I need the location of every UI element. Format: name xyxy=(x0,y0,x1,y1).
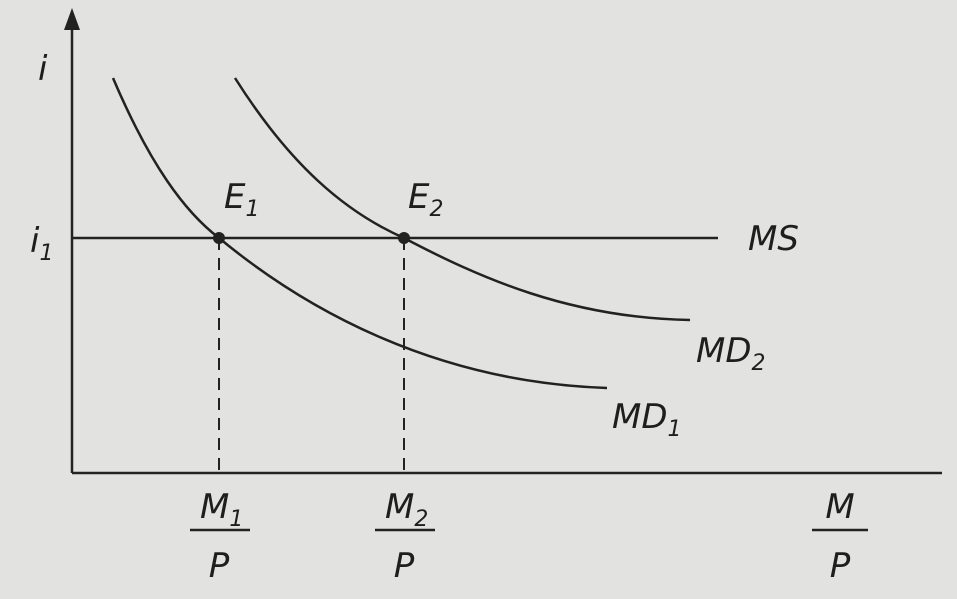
y-axis-label: i xyxy=(38,49,48,89)
quantity-numerator: M1 xyxy=(200,487,243,532)
level-label: i1 xyxy=(30,221,53,266)
point-sub: 2 xyxy=(429,197,443,222)
ms-label: MS xyxy=(748,219,799,259)
quantity-denominator: P xyxy=(209,546,230,586)
md-label: MD1 xyxy=(612,397,682,442)
md-sub: 2 xyxy=(752,351,766,376)
md-main: MD xyxy=(612,397,668,437)
e2-point xyxy=(398,232,410,244)
md1-curve xyxy=(111,77,608,390)
q-sub: 2 xyxy=(414,507,428,532)
quantity-denominator: P xyxy=(394,546,415,586)
x-axis-numerator: M xyxy=(825,487,854,527)
md-label: MD2 xyxy=(696,331,766,376)
q-main: M xyxy=(385,487,414,527)
point-label: E2 xyxy=(408,177,443,222)
md-main: MD xyxy=(696,331,752,371)
level-sub: 1 xyxy=(39,241,53,266)
e1-point xyxy=(213,232,225,244)
y-axis-arrow xyxy=(64,8,80,30)
md-sub: 1 xyxy=(668,417,682,442)
point-main: E xyxy=(224,177,246,217)
point-sub: 1 xyxy=(245,197,259,222)
x-axis-denominator: P xyxy=(830,546,851,586)
q-sub: 1 xyxy=(229,507,243,532)
level-main: i xyxy=(30,221,40,261)
point-main: E xyxy=(408,177,430,217)
q-main: M xyxy=(200,487,229,527)
quantity-numerator: M2 xyxy=(385,487,428,532)
point-label: E1 xyxy=(224,177,259,222)
